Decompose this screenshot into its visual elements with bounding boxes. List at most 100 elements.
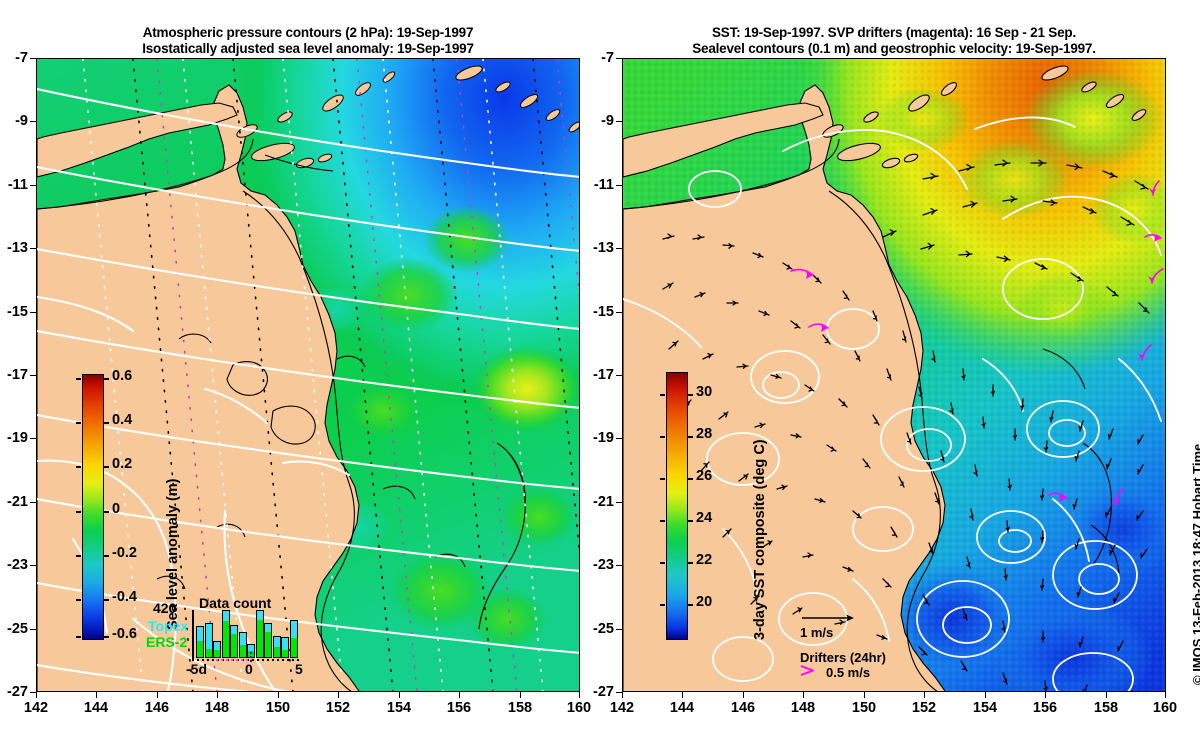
data-count-bar-topex [282,637,288,653]
sst-cb-label-30: 30 [696,384,713,400]
right-xtick-150: 150 [851,700,877,716]
data-count-bar-ers2 [256,620,263,657]
left-ytick-n9: -9 [15,113,28,129]
drifters-legend-label: Drifters (24hr) [800,650,886,665]
sst-colorbar[interactable] [666,372,688,640]
left-xtick-144: 144 [83,700,109,716]
data-count-axis-line-magenta [216,659,252,661]
left-ytick-n19: -19 [7,430,28,446]
velocity-scale-arrow [800,612,860,624]
right-map[interactable] [622,58,1166,692]
left-ytick-n21: -21 [7,494,28,510]
right-ytick-n15: -15 [593,304,614,320]
left-ytick-n7: -7 [15,50,28,66]
right-ytick-n25: -25 [593,621,614,637]
right-xtick-146: 146 [730,700,756,716]
left-ytick-n27: -27 [7,684,28,700]
data-count-bar [255,610,264,658]
right-xtick-152: 152 [911,700,937,716]
sla-cb-label-02: 0.2 [112,456,133,472]
data-count-bar [281,636,289,658]
right-ytick-n21: -21 [593,494,614,510]
data-count-bar [221,610,230,658]
data-count-bar-topex [239,633,246,647]
right-xtick-144: 144 [669,700,695,716]
left-xtick-150: 150 [265,700,291,716]
data-count-bar-ers2 [231,633,237,657]
data-count-bar-ers2 [282,650,288,657]
right-ytick-n9: -9 [601,113,614,129]
data-count-bar [272,635,281,658]
left-xtick-156: 156 [446,700,472,716]
left-xtick-148: 148 [204,700,230,716]
data-count-bar-topex [290,621,297,641]
data-count-bar-topex [222,611,229,624]
right-ytick-n7: -7 [601,50,614,66]
sst-colorbar-title: 3-day SST composite (deg C) [752,439,768,640]
sla-cb-label-n06: -0.6 [112,626,137,642]
sla-cb-label-0: 0 [112,501,121,517]
data-count-legend-topex: Topex [148,618,189,634]
left-xtick-146: 146 [144,700,170,716]
left-map[interactable] [36,58,580,692]
data-count-bar-topex [256,611,263,623]
data-count-xtick-5: 5 [295,661,303,677]
copyright-text: © IMOS 13-Feb-2013 18:47 Hobart Time [1190,443,1200,685]
right-xtick-154: 154 [972,700,998,716]
right-ytick-n19: -19 [593,430,614,446]
data-count-xtick-m5d: -5d [186,661,207,677]
data-count-max-label: 420 [153,600,177,616]
data-count-bar-topex [205,623,212,651]
data-count-bar [238,632,247,658]
data-count-bar-ers2 [273,646,280,657]
left-panel-title-line1: Atmospheric pressure contours (2 hPa): 1… [142,25,474,40]
data-count-xtick-0: 0 [245,661,253,677]
drifters-scale-label: 0.5 m/s [826,665,871,680]
data-count-bar [196,625,204,658]
right-xtick-148: 148 [790,700,816,716]
sst-cb-label-26: 26 [696,468,713,484]
right-ytick-n13: -13 [593,240,614,256]
data-count-bar [264,623,272,658]
data-count-left-tick [192,610,194,660]
right-ytick-n27: -27 [593,684,614,700]
right-ytick-n23: -23 [593,557,614,573]
left-ytick-n23: -23 [7,557,28,573]
data-count-legend-ers2: ERS-2 [146,634,188,650]
sla-cb-label-n02: -0.2 [112,545,137,561]
left-ytick-n13: -13 [7,240,28,256]
left-xtick-152: 152 [325,700,351,716]
sla-cb-label-06: 0.6 [112,368,133,384]
sla-cb-label-04: 0.4 [112,412,133,428]
drifter-arrow-icon [800,664,824,678]
sst-cb-label-22: 22 [696,552,713,568]
right-map-canvas [623,59,1165,691]
data-count-bar [289,620,298,658]
data-count-bar-ers2 [290,638,297,657]
data-count-inset[interactable] [196,610,298,658]
left-xtick-154: 154 [386,700,412,716]
right-xtick-158: 158 [1093,700,1119,716]
data-count-bar-ers2 [239,644,246,657]
data-count-bar [230,624,238,658]
left-ytick-n25: -25 [7,621,28,637]
data-count-zero-line [250,652,252,662]
right-panel-title-line2: Sealevel contours (0.1 m) and geostrophi… [692,41,1096,56]
data-count-bar-ers2 [222,621,229,657]
left-ytick-n17: -17 [7,367,28,383]
left-ytick-n15: -15 [7,304,28,320]
sst-cb-label-24: 24 [696,510,713,526]
data-count-bar [213,641,221,658]
data-count-bar-topex [231,625,237,636]
data-count-bar-topex [248,644,254,654]
sst-cb-label-28: 28 [696,426,713,442]
left-xtick-142: 142 [23,700,49,716]
data-count-bar [204,622,213,658]
sst-cb-label-20: 20 [696,594,713,610]
sla-colorbar[interactable] [82,374,104,640]
data-count-bar-topex [265,624,271,635]
right-ytick-n17: -17 [593,367,614,383]
left-map-canvas [37,59,579,691]
right-xtick-160: 160 [1152,700,1178,716]
left-ytick-n11: -11 [7,177,28,193]
